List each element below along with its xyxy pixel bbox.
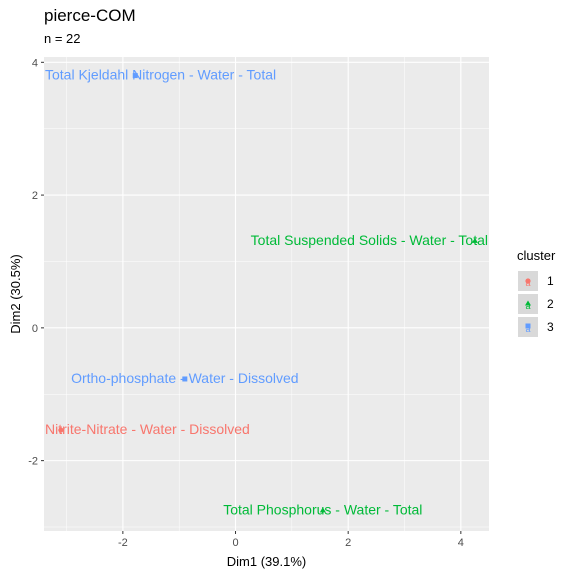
legend-key-cluster-1: a xyxy=(518,271,538,291)
circle-icon: a xyxy=(525,278,531,288)
x-tick-label: 0 xyxy=(232,537,238,549)
y-tick-label: 2 xyxy=(32,190,38,202)
x-tick-label: 2 xyxy=(345,537,351,549)
y-axis-label: Dim2 (30.5%) xyxy=(8,254,23,333)
square-icon: a xyxy=(525,323,531,334)
x-tick-label: -2 xyxy=(118,537,128,549)
chart-title: pierce-COM xyxy=(44,6,136,25)
data-point-cluster-2 xyxy=(319,507,326,513)
legend-label-cluster-2: 2 xyxy=(547,297,554,311)
legend-title: cluster xyxy=(517,248,556,263)
legend-key-cluster-3: a xyxy=(518,317,538,337)
y-tick-label: -2 xyxy=(28,456,38,468)
legend-label-cluster-3: 3 xyxy=(547,320,554,334)
data-point-cluster-2 xyxy=(471,237,478,243)
data-point-cluster-1 xyxy=(58,427,64,433)
data-point-cluster-3 xyxy=(132,73,138,79)
chart-subtitle: n = 22 xyxy=(44,31,81,46)
data-point-label: Nitrite-Nitrate - Water - Dissolved xyxy=(45,421,250,437)
svg-text:a: a xyxy=(525,324,530,334)
y-tick-label: 0 xyxy=(32,323,38,335)
triangle-icon: a xyxy=(525,300,531,311)
data-point-label: Total Kjeldahl Nitrogen - Water - Total xyxy=(45,67,276,83)
svg-text:a: a xyxy=(525,278,530,288)
plot-panel xyxy=(44,57,489,531)
x-tick-label: 4 xyxy=(458,537,464,549)
legend-key-cluster-2: a xyxy=(518,294,538,314)
svg-text:a: a xyxy=(525,301,530,311)
legend-label-cluster-1: 1 xyxy=(547,274,554,288)
x-axis-label: Dim1 (39.1%) xyxy=(227,554,306,569)
y-tick-label: 4 xyxy=(32,57,38,69)
data-point-label: Total Suspended Solids - Water - Total xyxy=(251,232,488,248)
data-point-label: Ortho-phosphate - Water - Dissolved xyxy=(71,370,298,386)
data-point-cluster-3 xyxy=(182,376,188,382)
data-point-label: Total Phosphorus - Water - Total xyxy=(223,501,422,517)
